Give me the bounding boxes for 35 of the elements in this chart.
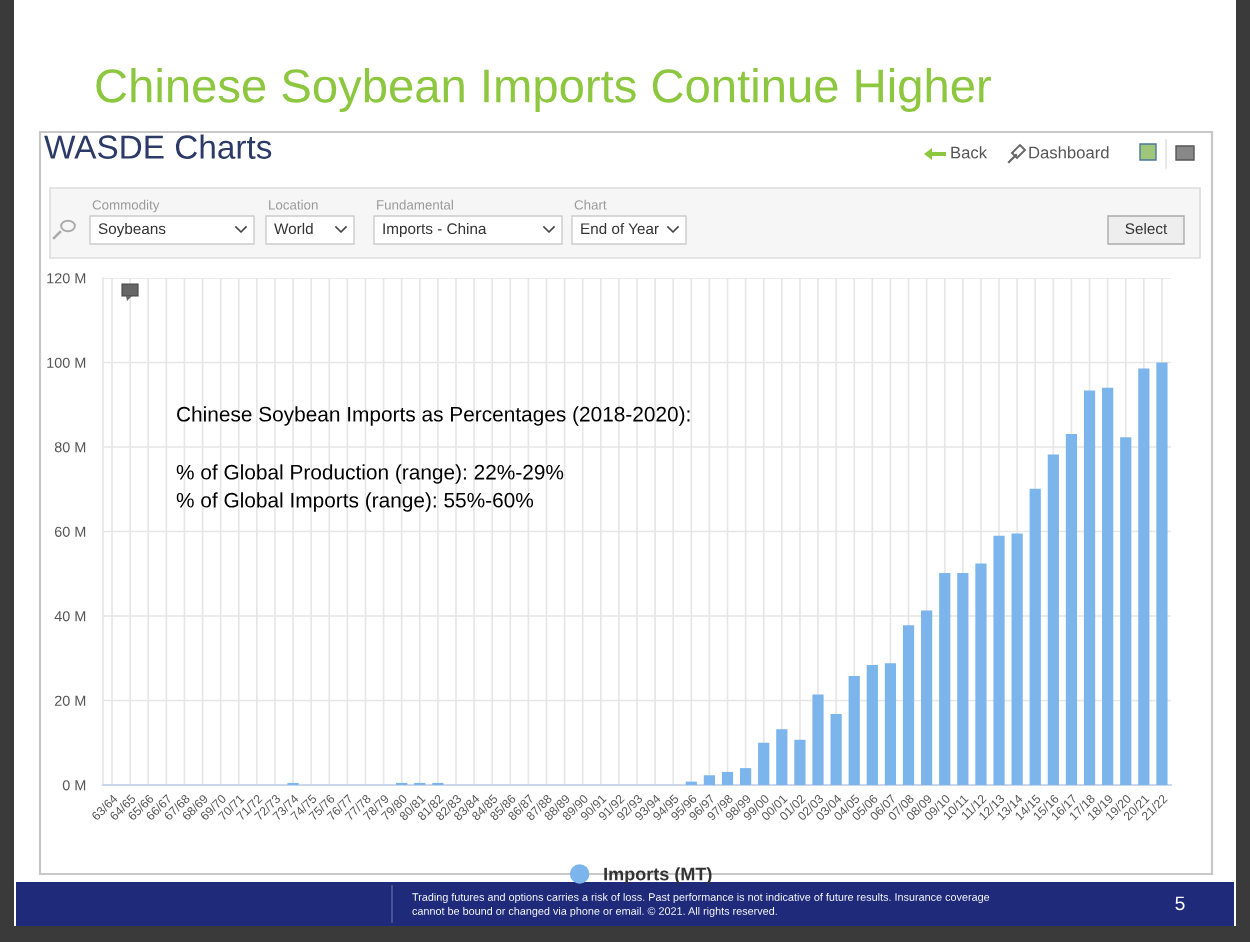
chart-title: Chinese Soybean Imports Continue Higher (96, 67, 991, 113)
legend-label: Imports (MT) (604, 867, 712, 884)
bar (812, 694, 824, 785)
bar (776, 729, 788, 785)
bar (848, 676, 860, 785)
bar (830, 714, 842, 785)
bar (939, 572, 951, 785)
text: Dashboard (1029, 146, 1109, 159)
bar (921, 610, 933, 785)
bar (721, 771, 734, 785)
bar (1156, 362, 1168, 785)
annotation: Chinese Soybean Imports as Percentages (2018-2020): (177, 406, 690, 426)
bar (866, 665, 878, 785)
bar (703, 775, 716, 785)
text: 5 (1175, 896, 1185, 911)
bar (794, 739, 806, 785)
annotation: % of Global Production (range): 22%-29% (176, 464, 564, 484)
bar (1120, 437, 1132, 785)
bar (740, 768, 752, 785)
bar (902, 625, 915, 785)
bar (1011, 533, 1023, 785)
bar (884, 663, 897, 785)
bar (975, 563, 987, 785)
bar (1047, 454, 1059, 785)
bar (1029, 488, 1041, 785)
bar (1138, 368, 1150, 785)
chart-subtitle: WASDE Charts (44, 134, 272, 159)
annotation: % of Global Imports (range): 55%-60% (176, 492, 534, 512)
bar (957, 572, 969, 785)
bar (993, 535, 1005, 785)
bar (1083, 390, 1096, 785)
text: Back (951, 146, 988, 159)
bar (1102, 387, 1114, 785)
bar (1065, 433, 1078, 785)
bar (758, 742, 770, 785)
